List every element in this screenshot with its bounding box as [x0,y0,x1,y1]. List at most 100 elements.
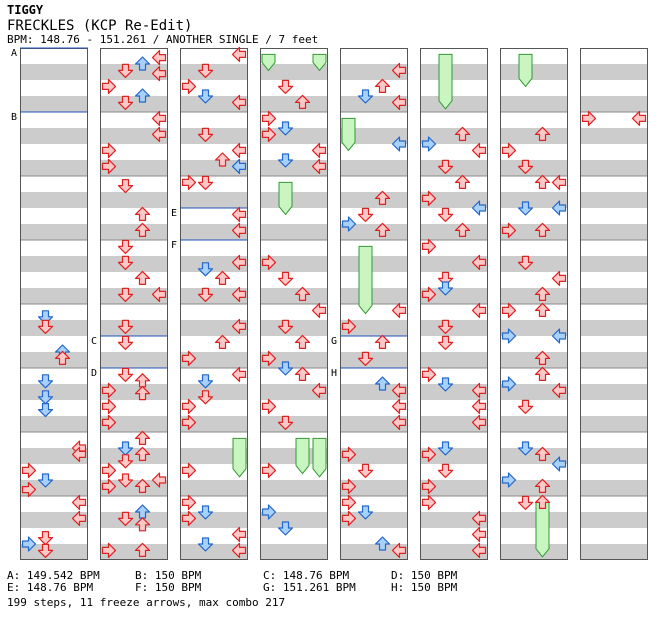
step-arrow [151,110,167,127]
step-arrow [454,174,471,189]
beat-stripe [500,96,568,112]
beat-stripe [420,416,488,432]
beat-stripe [340,384,408,400]
step-arrow [101,142,117,158]
step-arrow [534,494,551,509]
step-arrow [151,472,167,488]
beat-stripe [260,480,328,496]
step-arrow [534,126,551,141]
beat-stripe [420,224,488,240]
step-arrow [231,526,247,543]
step-arrow [37,473,54,488]
step-arrow [197,63,214,79]
beat-stripe [100,352,168,368]
step-arrow [357,463,374,478]
step-arrow [471,302,487,318]
step-arrow [231,286,247,302]
step-arrow [181,78,197,95]
step-arrow [197,505,214,520]
step-arrow [37,403,54,418]
step-arrow [151,65,167,82]
beat-stripe [580,352,648,368]
step-arrow [101,478,117,494]
beat-stripe [100,224,168,240]
step-arrow [231,254,247,270]
beat-stripe [20,160,88,176]
step-arrow [117,335,134,350]
step-arrow [391,136,407,152]
step-arrow [374,536,391,551]
step-arrow [437,207,454,222]
step-arrow [341,318,357,334]
step-arrow [501,376,517,392]
bpm-legend-f: F: 150 BPM [135,581,202,594]
step-arrow [581,110,597,127]
step-arrow [471,200,487,216]
step-arrow [134,56,151,71]
beat-stripe [20,480,88,496]
step-arrow [231,46,247,63]
step-arrow [277,415,294,430]
step-arrow [534,222,551,237]
bpm-change-label: H [331,368,337,379]
step-arrow [277,79,294,95]
beat-stripe [100,288,168,304]
step-arrow [134,206,151,221]
step-arrow [374,78,391,94]
step-arrow [437,271,454,286]
step-arrow [517,441,534,456]
beat-stripe [100,480,168,496]
step-arrow [197,390,214,405]
step-arrow [501,222,517,238]
step-arrow [231,222,247,238]
beat-stripe [180,512,248,528]
beat-stripe [580,512,648,528]
beat-stripe [580,256,648,272]
step-arrow [134,270,151,285]
step-arrow [421,286,437,302]
step-arrow [117,473,134,488]
beat-stripe [260,544,328,560]
step-arrow [471,398,487,414]
step-arrow [551,382,567,398]
beat-stripe [20,256,88,272]
beat-stripe [340,448,408,464]
step-chart: A B C D E F G H [11,46,648,560]
beat-stripe [580,224,648,240]
song-meta: BPM: 148.76 - 151.261 / ANOTHER SINGLE /… [7,33,319,46]
bpm-legend-d: D: 150 BPM [391,569,458,582]
step-arrow [534,174,551,189]
beat-stripe [500,512,568,528]
beat-stripe [580,64,648,80]
beat-stripe [340,128,408,144]
step-arrow [311,302,327,318]
step-arrow [231,94,247,111]
beat-stripe [100,64,168,80]
step-arrow [534,350,551,365]
bpm-change-label: B [11,112,17,123]
step-arrow [277,521,294,536]
step-arrow [421,478,437,494]
beat-stripe [580,128,648,144]
step-arrow [391,302,407,318]
step-arrow [421,494,437,510]
step-arrow [534,446,551,461]
bpm-legend-c: C: 148.76 BPM [263,569,350,582]
beat-stripe [420,352,488,368]
beat-stripe [420,96,488,112]
step-arrow [437,335,454,350]
beat-stripe [20,352,88,368]
freeze-arrow [232,437,247,478]
step-arrow [181,398,197,414]
step-arrow [311,158,327,174]
beat-stripe [180,128,248,144]
beat-stripe [500,192,568,208]
freeze-arrow [278,181,293,216]
step-arrow [37,319,54,334]
step-arrow [517,495,534,510]
step-arrow [277,121,294,136]
step-arrow [214,334,231,349]
beat-stripe [420,544,488,560]
step-arrow [181,350,197,366]
step-arrow [214,152,231,167]
